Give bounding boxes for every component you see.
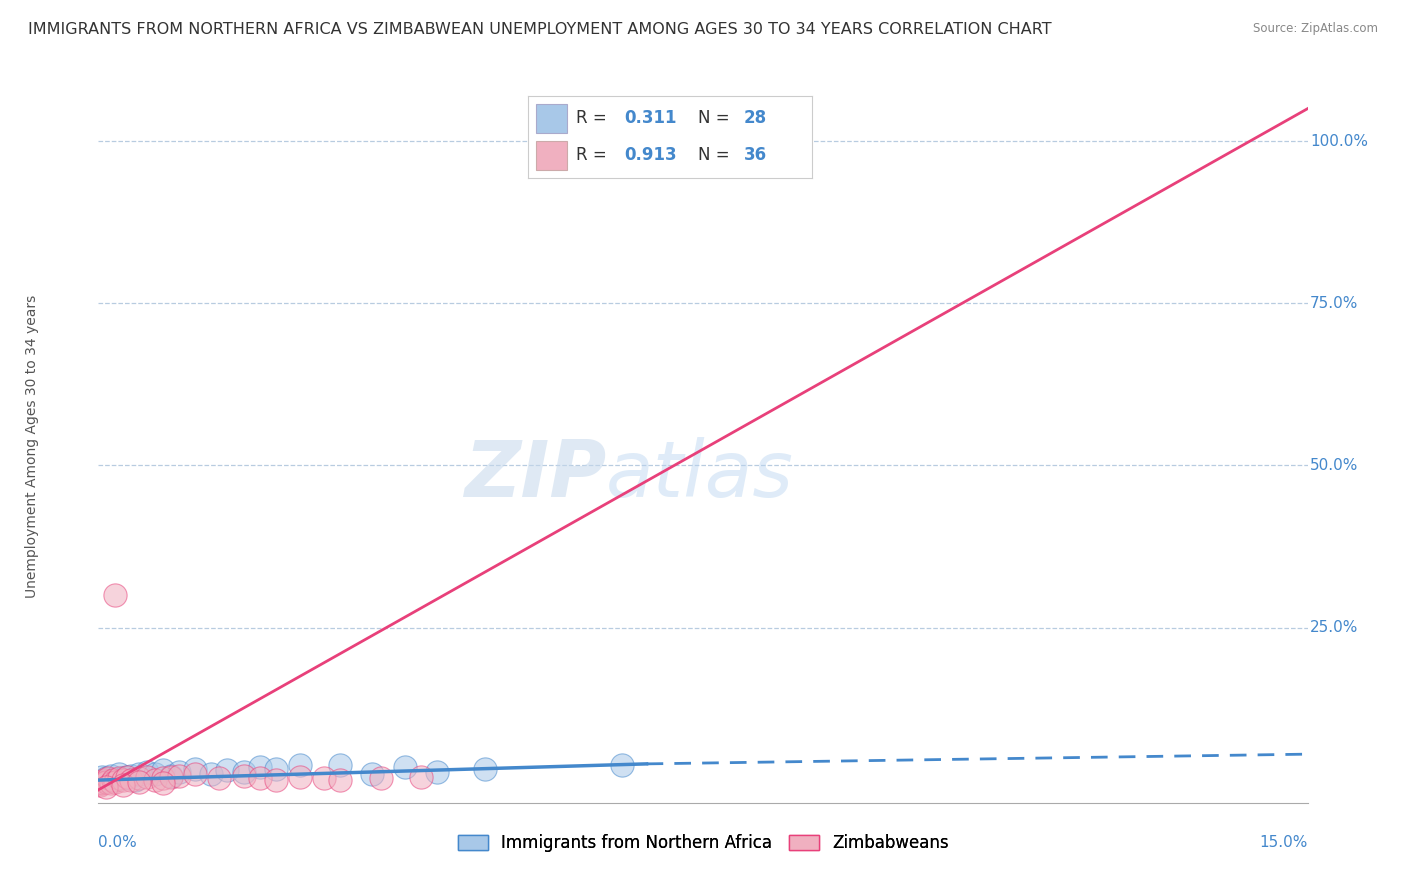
Point xyxy=(111,773,134,788)
Point xyxy=(115,770,138,784)
Point xyxy=(232,768,254,782)
Point xyxy=(100,776,122,790)
Point xyxy=(329,773,352,788)
Text: 0.0%: 0.0% xyxy=(98,835,138,850)
Point xyxy=(160,770,183,784)
Point xyxy=(91,770,114,784)
Text: Unemployment Among Ages 30 to 34 years: Unemployment Among Ages 30 to 34 years xyxy=(25,294,39,598)
Point xyxy=(208,771,231,785)
Point xyxy=(152,764,174,778)
Point xyxy=(232,764,254,779)
Point xyxy=(143,773,166,788)
Point xyxy=(96,775,118,789)
Point xyxy=(361,766,384,780)
Point xyxy=(103,775,125,789)
Point xyxy=(135,770,157,784)
Point xyxy=(288,770,311,784)
Point xyxy=(314,771,336,785)
Point xyxy=(217,764,239,778)
Point xyxy=(101,773,124,788)
Point xyxy=(264,773,287,788)
Text: 100.0%: 100.0% xyxy=(1310,134,1368,149)
Point xyxy=(128,766,150,780)
Point xyxy=(748,134,770,148)
Point xyxy=(370,771,392,785)
Point xyxy=(124,773,146,788)
Point xyxy=(111,778,134,792)
Point xyxy=(97,771,120,785)
Point xyxy=(394,760,416,774)
Point xyxy=(96,780,118,794)
Point xyxy=(612,758,634,772)
Legend: Immigrants from Northern Africa, Zimbabweans: Immigrants from Northern Africa, Zimbabw… xyxy=(451,828,955,859)
Text: 25.0%: 25.0% xyxy=(1310,620,1358,635)
Point xyxy=(103,588,125,602)
Point xyxy=(184,766,207,780)
Point xyxy=(329,758,352,772)
Point xyxy=(91,776,114,790)
Point xyxy=(128,775,150,789)
Point xyxy=(96,771,118,785)
Point xyxy=(200,766,222,780)
Point xyxy=(426,764,449,779)
Point xyxy=(249,760,271,774)
Point xyxy=(474,762,496,776)
Point xyxy=(100,768,122,782)
Point xyxy=(107,766,129,780)
Point xyxy=(409,770,432,784)
Point xyxy=(288,758,311,772)
Point xyxy=(152,771,174,785)
Point xyxy=(135,764,157,779)
Text: ZIP: ZIP xyxy=(464,436,606,513)
Point xyxy=(120,768,142,782)
Point xyxy=(107,771,129,785)
Point xyxy=(249,771,271,785)
Point xyxy=(160,768,183,782)
Point xyxy=(152,776,174,790)
Point xyxy=(128,771,150,785)
Text: IMMIGRANTS FROM NORTHERN AFRICA VS ZIMBABWEAN UNEMPLOYMENT AMONG AGES 30 TO 34 Y: IMMIGRANTS FROM NORTHERN AFRICA VS ZIMBA… xyxy=(28,22,1052,37)
Point xyxy=(89,778,111,792)
Point xyxy=(167,764,190,779)
Point xyxy=(143,766,166,780)
Text: atlas: atlas xyxy=(606,436,794,513)
Point xyxy=(89,776,111,790)
Text: 50.0%: 50.0% xyxy=(1310,458,1358,473)
Point xyxy=(264,762,287,776)
Text: 15.0%: 15.0% xyxy=(1260,835,1308,850)
Point xyxy=(90,775,112,789)
Point xyxy=(167,768,190,782)
Point xyxy=(93,773,115,788)
Point xyxy=(111,771,134,785)
Text: 75.0%: 75.0% xyxy=(1310,296,1358,310)
Point xyxy=(103,773,125,788)
Text: Source: ZipAtlas.com: Source: ZipAtlas.com xyxy=(1253,22,1378,36)
Point xyxy=(184,762,207,776)
Point xyxy=(120,773,142,788)
Point xyxy=(115,770,138,784)
